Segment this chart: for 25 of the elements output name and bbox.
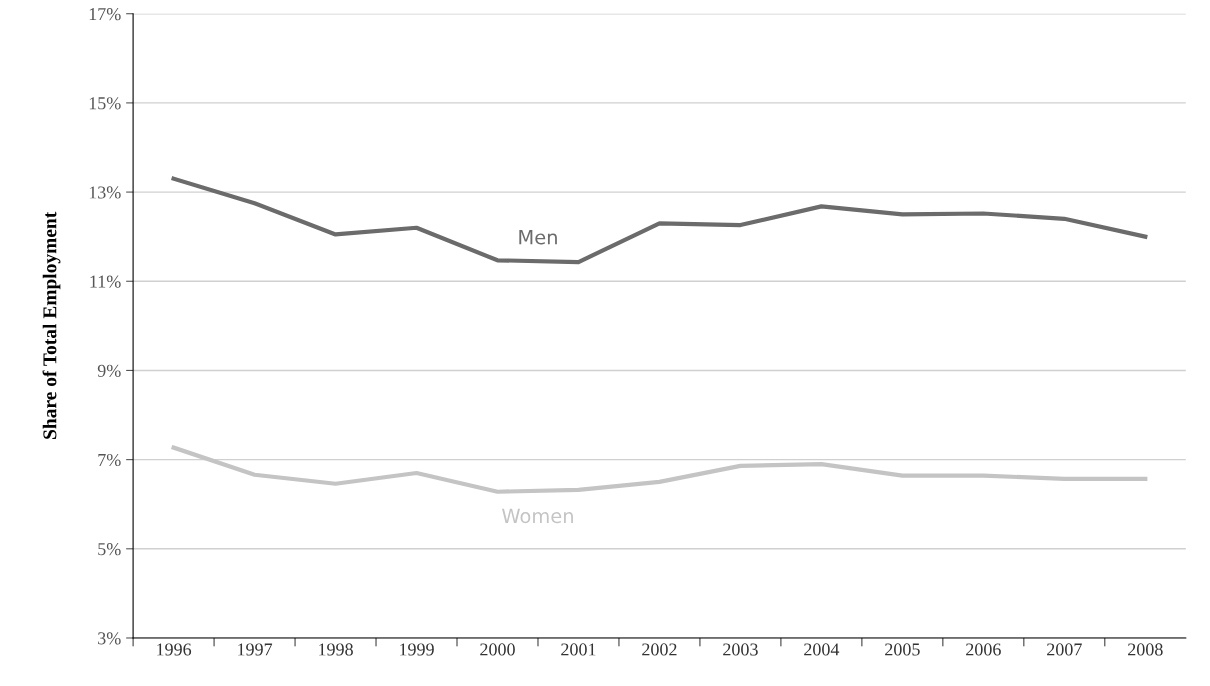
x-tick-label: 1999 <box>400 643 434 656</box>
line-series <box>171 176 1148 265</box>
x-tick-label: 2000 <box>480 643 515 656</box>
y-tick-label: 5% <box>98 543 121 556</box>
y-tick-label: 7% <box>98 453 121 467</box>
y-tick-label: 11% <box>90 275 121 288</box>
x-tick-label: 2003 <box>723 643 758 656</box>
x-tick-label: 2004 <box>804 643 840 656</box>
x-tick-label: 2008 <box>1128 643 1163 656</box>
y-tick-label: 15% <box>89 97 121 110</box>
x-tick-label: 2001 <box>561 643 596 656</box>
x-tick-label: 1998 <box>319 643 353 656</box>
y-tick-label: 17% <box>89 7 121 21</box>
y-axis-title: Share of Total Employment <box>42 211 61 439</box>
x-tick-label: 2005 <box>885 643 920 656</box>
y-tick-label: 3% <box>98 632 121 645</box>
x-tick-label: 1997 <box>238 643 273 656</box>
y-tick-label: 13% <box>89 186 121 199</box>
x-tick-label: 2006 <box>966 643 1001 656</box>
x-tick-label: 2002 <box>642 643 677 656</box>
x-tick-label: 2007 <box>1047 643 1082 656</box>
x-tick-label: 1996 <box>157 643 192 656</box>
series-label: Women <box>502 508 573 524</box>
series-label: Men <box>519 230 557 245</box>
y-tick-label: 9% <box>97 364 121 377</box>
